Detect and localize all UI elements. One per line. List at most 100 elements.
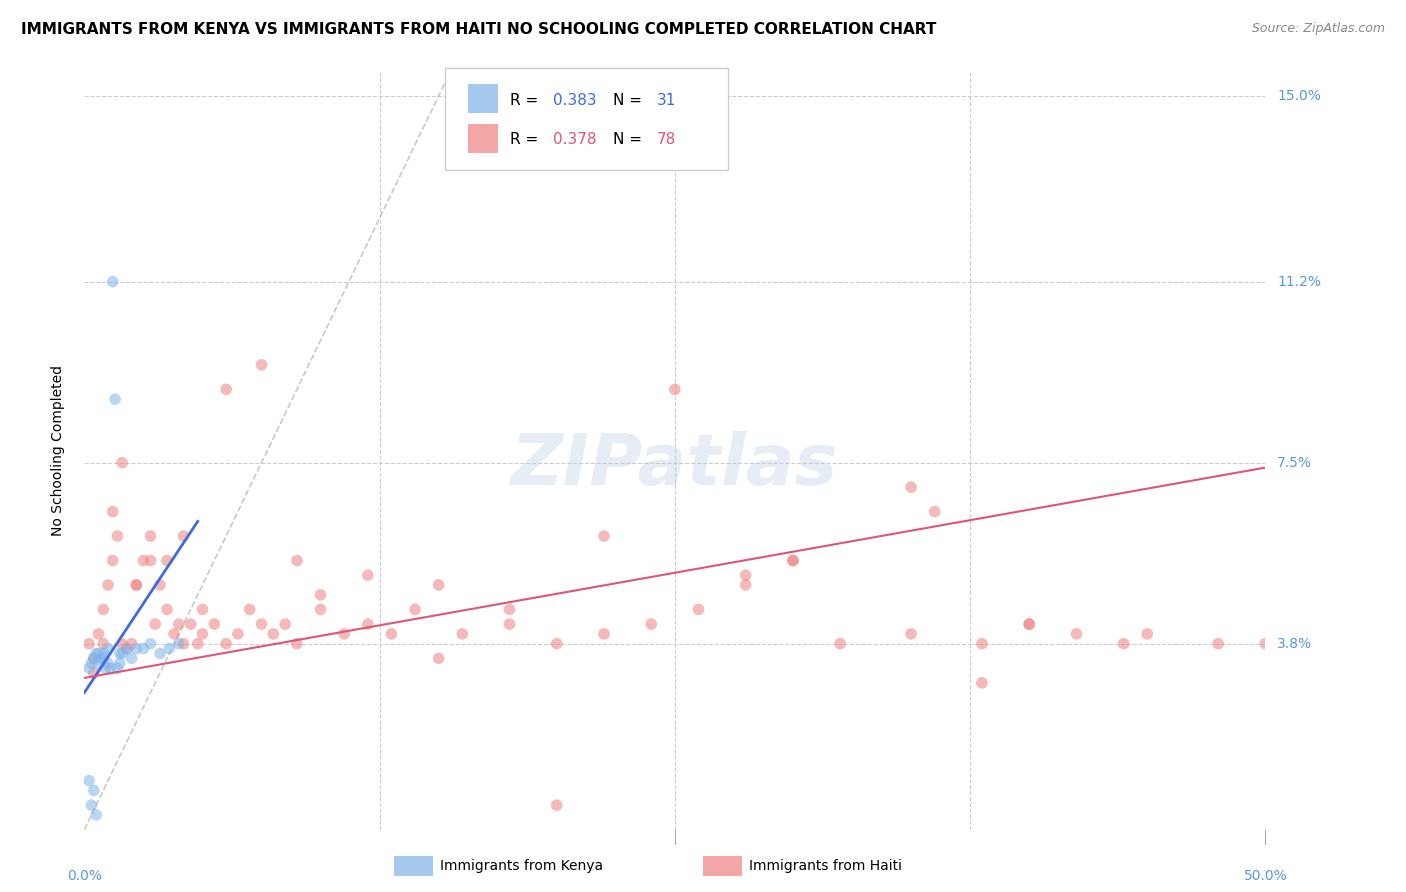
- Point: [1066, 627, 1088, 641]
- Point: [94, 661, 117, 675]
- Point: [97, 578, 120, 592]
- Point: [187, 637, 209, 651]
- Point: [91, 637, 114, 651]
- Point: [593, 529, 616, 543]
- Point: [83, 783, 105, 797]
- Text: N =: N =: [613, 93, 647, 108]
- Text: Immigrants from Kenya: Immigrants from Kenya: [440, 859, 603, 873]
- Point: [132, 553, 155, 567]
- Text: Immigrants from Haiti: Immigrants from Haiti: [749, 859, 903, 873]
- Point: [77, 661, 100, 675]
- Text: 0.0%: 0.0%: [67, 869, 101, 883]
- Point: [97, 657, 120, 671]
- Point: [546, 798, 568, 813]
- Point: [451, 627, 474, 641]
- Point: [91, 651, 114, 665]
- Point: [1018, 617, 1040, 632]
- Point: [121, 651, 143, 665]
- FancyBboxPatch shape: [468, 84, 498, 113]
- Point: [83, 666, 105, 681]
- Point: [90, 651, 112, 665]
- Point: [108, 657, 131, 671]
- Text: 3.8%: 3.8%: [1277, 637, 1312, 650]
- Point: [285, 637, 308, 651]
- Point: [157, 641, 180, 656]
- Point: [167, 637, 190, 651]
- Point: [101, 275, 124, 289]
- Point: [357, 568, 380, 582]
- Point: [734, 568, 756, 582]
- Point: [427, 651, 450, 665]
- Text: No Schooling Completed: No Schooling Completed: [52, 365, 65, 536]
- Text: Source: ZipAtlas.com: Source: ZipAtlas.com: [1251, 22, 1385, 36]
- Point: [191, 627, 214, 641]
- Point: [167, 617, 190, 632]
- Point: [104, 392, 127, 406]
- Point: [734, 578, 756, 592]
- Point: [688, 602, 710, 616]
- Point: [427, 578, 450, 592]
- Point: [143, 617, 166, 632]
- Point: [91, 647, 114, 661]
- Point: [309, 602, 332, 616]
- Point: [1112, 637, 1135, 651]
- Point: [84, 808, 107, 822]
- Point: [125, 578, 148, 592]
- Point: [107, 661, 129, 675]
- Point: [139, 553, 162, 567]
- Point: [108, 647, 131, 661]
- Point: [163, 627, 186, 641]
- Point: [77, 637, 100, 651]
- Point: [900, 627, 922, 641]
- Text: R =: R =: [509, 93, 543, 108]
- Point: [87, 627, 110, 641]
- Point: [115, 641, 138, 656]
- Point: [498, 602, 520, 616]
- Text: 78: 78: [657, 132, 676, 147]
- Point: [830, 637, 852, 651]
- Text: IMMIGRANTS FROM KENYA VS IMMIGRANTS FROM HAITI NO SCHOOLING COMPLETED CORRELATIO: IMMIGRANTS FROM KENYA VS IMMIGRANTS FROM…: [21, 22, 936, 37]
- Point: [125, 578, 148, 592]
- Point: [1254, 637, 1277, 651]
- Text: 15.0%: 15.0%: [1277, 89, 1322, 103]
- Point: [97, 641, 120, 656]
- Point: [191, 602, 214, 616]
- Point: [274, 617, 297, 632]
- Point: [156, 553, 179, 567]
- Text: 0.383: 0.383: [553, 93, 598, 108]
- Point: [1018, 617, 1040, 632]
- Text: N =: N =: [613, 132, 647, 147]
- Point: [111, 647, 134, 661]
- Text: ZIPatlas: ZIPatlas: [512, 431, 838, 500]
- FancyBboxPatch shape: [468, 124, 498, 153]
- Point: [1206, 637, 1229, 651]
- Point: [250, 358, 273, 372]
- Point: [111, 456, 134, 470]
- Point: [900, 480, 922, 494]
- Point: [404, 602, 426, 616]
- Point: [357, 617, 380, 632]
- Point: [80, 798, 103, 813]
- Text: R =: R =: [509, 132, 543, 147]
- Point: [593, 627, 616, 641]
- Point: [782, 553, 804, 567]
- Point: [107, 529, 129, 543]
- Point: [77, 773, 100, 788]
- Point: [640, 617, 662, 632]
- Point: [285, 553, 308, 567]
- FancyBboxPatch shape: [444, 68, 728, 170]
- Point: [87, 657, 110, 671]
- Point: [226, 627, 249, 641]
- Point: [202, 617, 225, 632]
- Point: [156, 602, 179, 616]
- Point: [121, 637, 143, 651]
- Text: 0.378: 0.378: [553, 132, 596, 147]
- Point: [149, 578, 172, 592]
- Point: [91, 602, 114, 616]
- Point: [924, 505, 946, 519]
- Point: [101, 505, 124, 519]
- Point: [262, 627, 284, 641]
- Point: [173, 529, 195, 543]
- Text: 7.5%: 7.5%: [1277, 456, 1312, 470]
- Point: [970, 637, 993, 651]
